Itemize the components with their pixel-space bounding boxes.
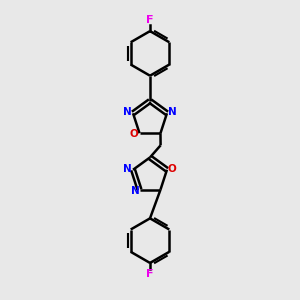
Text: N: N [123, 107, 132, 117]
Text: N: N [123, 164, 132, 174]
Text: F: F [146, 269, 154, 280]
Text: F: F [146, 15, 154, 25]
Text: O: O [168, 164, 177, 174]
Text: N: N [168, 107, 177, 117]
Text: O: O [130, 129, 139, 140]
Text: N: N [131, 186, 140, 196]
